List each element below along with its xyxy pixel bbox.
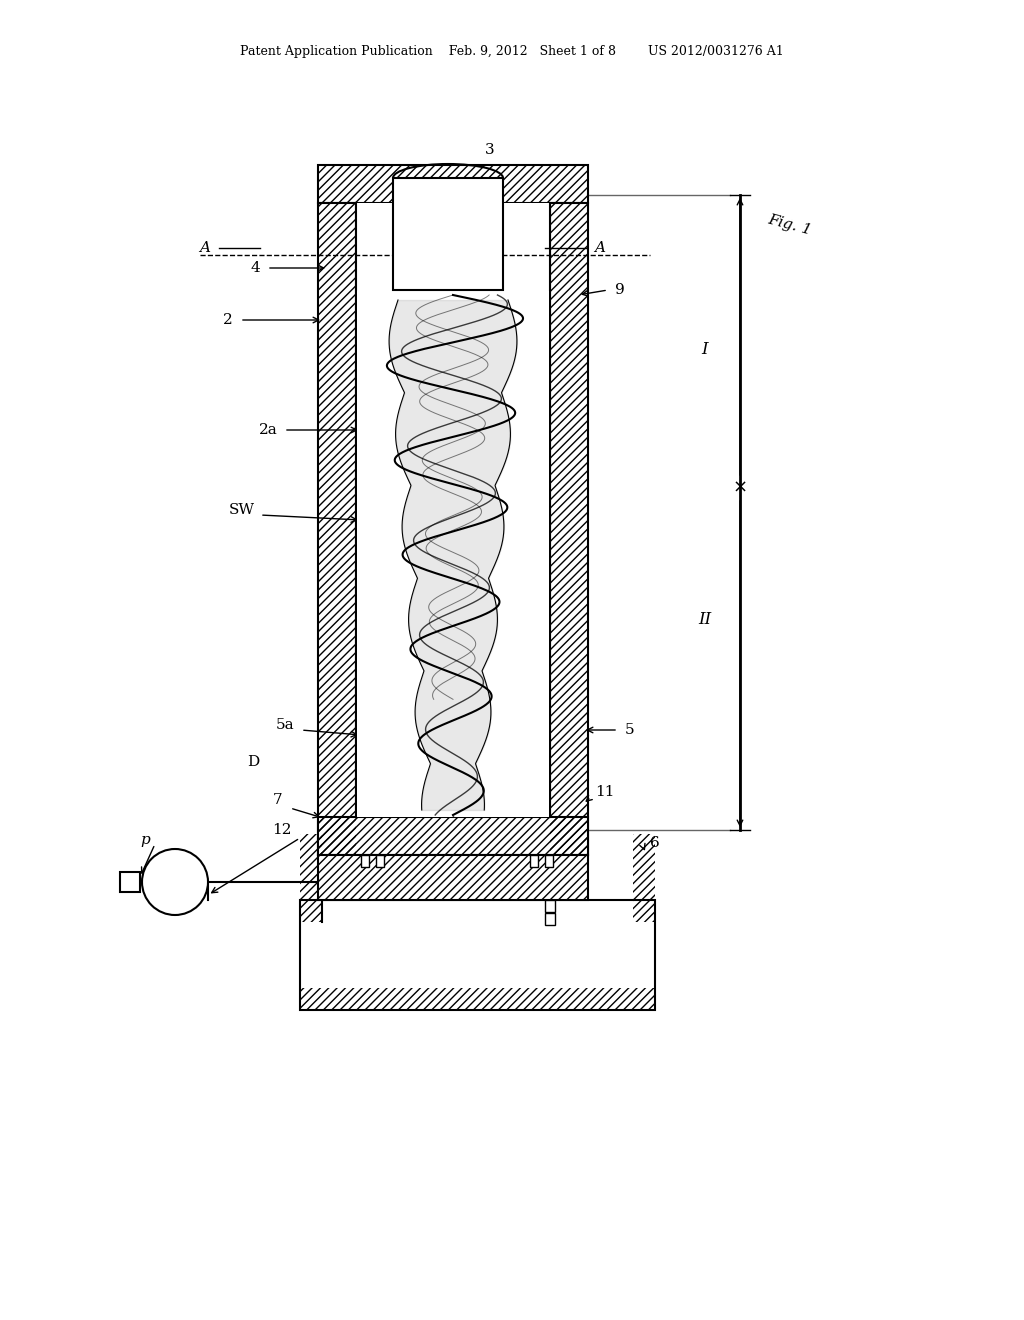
Bar [318,165,588,203]
Bar [300,900,655,1010]
Bar [318,817,588,855]
Bar [545,855,553,867]
Text: I: I [701,342,709,359]
Bar [393,178,503,290]
Bar [550,203,588,855]
Text: II: II [698,611,712,628]
Text: Fig. 1: Fig. 1 [767,213,813,238]
Text: p: p [140,833,150,847]
Text: 5: 5 [626,723,635,737]
Bar [550,203,588,855]
Bar [530,855,538,867]
Text: 5a: 5a [275,718,294,733]
Text: 9: 9 [615,282,625,297]
Text: 12: 12 [272,822,292,837]
Text: 6: 6 [650,836,659,850]
Circle shape [142,849,208,915]
Bar [318,855,588,900]
Bar [318,855,588,900]
Bar [318,203,356,855]
Bar [357,290,549,816]
Bar [300,987,655,1010]
Text: 2a: 2a [259,422,278,437]
Text: ×: × [732,479,748,498]
Text: 7: 7 [273,793,283,807]
Text: D: D [247,755,259,770]
Text: 11: 11 [595,785,614,799]
Bar [318,817,588,855]
Text: 3: 3 [485,143,495,157]
Text: 4: 4 [250,261,260,275]
Bar [318,203,356,855]
Bar [545,900,555,912]
Bar [318,165,588,203]
Bar [545,913,555,925]
Bar [356,203,550,817]
Text: A: A [595,242,605,255]
Bar [376,855,384,867]
Bar [361,855,369,867]
Text: 2: 2 [223,313,232,327]
Text: Patent Application Publication    Feb. 9, 2012   Sheet 1 of 8        US 2012/003: Patent Application Publication Feb. 9, 2… [240,45,784,58]
Text: A: A [200,242,211,255]
Text: SW: SW [229,503,255,517]
Bar [300,834,322,921]
Bar [120,873,140,892]
Bar [633,834,655,921]
